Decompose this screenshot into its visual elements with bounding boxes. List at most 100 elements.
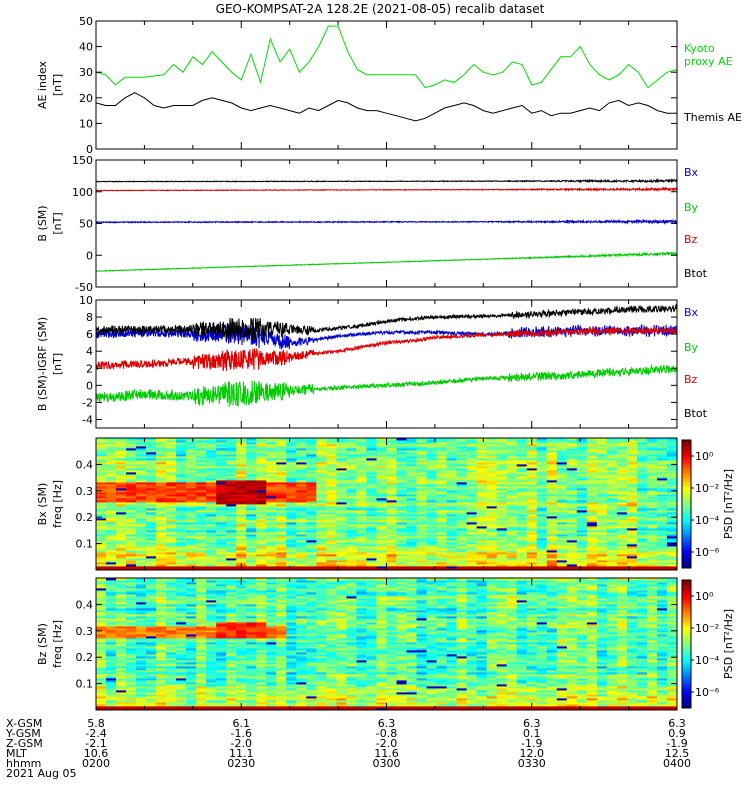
spectrogram-cell [236,476,247,479]
spectrogram-cell [126,706,137,709]
spectrogram-cell [606,476,618,479]
spectrogram-cell [176,658,187,661]
spectrogram-cell [476,492,488,495]
spectrogram-cell [396,534,407,537]
spectrogram-cell [156,562,167,565]
spectrogram-cell [176,512,187,515]
spectrogram-cell [396,504,407,507]
spectrogram-cell [106,544,117,547]
spectrogram-cell [186,604,197,607]
spectrogram-cell [426,534,437,537]
spectrogram-cell [96,668,107,671]
spectrogram-cell [96,486,107,489]
spectrogram-cell [156,546,167,549]
spectrogram-cell [486,546,498,549]
spectrogram-cell [256,506,267,509]
spectrogram-cell [546,532,558,535]
spectrogram-cell [336,550,347,553]
spectrogram-cell [166,486,177,489]
spectrogram-cell [606,538,618,541]
spectrogram-cell [196,602,207,605]
spectrogram-cell [366,516,377,519]
spectrogram-cell [326,448,337,451]
spectrogram-cell [126,638,137,641]
spectrogram-cell [136,568,147,571]
spectrogram-cell [516,494,528,497]
spectrogram-cell [556,542,568,545]
spectrogram-cell [176,470,187,473]
spectrogram-cell [646,562,658,565]
spectrogram-cell [396,452,407,455]
spectrogram-cell [196,444,207,447]
spectrogram-cell [446,440,458,443]
spectrogram-cell [596,498,608,501]
spectrogram-cell [656,554,668,557]
spectrogram-cell [306,500,317,503]
spectrogram-cell [166,654,177,657]
spectrogram-cell [466,530,478,533]
spectrogram-cell [196,610,207,613]
spectrogram-cell [386,500,397,503]
spectrogram-cell [106,596,117,599]
spectrogram-cell [536,518,548,521]
spectrogram-cell [506,500,518,503]
spectrogram-cell [626,510,638,513]
spectrogram-cell [216,650,227,653]
spectrogram-cell [456,444,468,447]
spectrogram-cell [256,518,267,521]
spectrogram-cell [416,516,427,519]
spectrogram-cell [416,566,427,569]
spectrogram-cell [436,498,448,501]
spectrogram-cell [236,544,247,547]
spectrogram-cell [196,562,207,565]
spectrogram-cell [556,552,568,555]
spectrogram-cell [496,468,508,471]
spectrogram-cell [176,622,187,625]
spectrogram-cell [346,458,357,461]
spectrogram-cell [536,482,548,485]
spectrogram-cell [96,588,107,591]
spectrogram-cell [196,558,207,561]
spectrogram-cell [426,456,437,459]
spectrogram-cell [146,500,157,503]
spectrogram-cell [106,482,117,485]
spectrogram-cell [326,538,337,541]
spectrogram-cell [346,498,357,501]
spectrogram-cell [156,626,167,629]
spectrogram-cell [166,606,177,609]
spectrogram-cell [306,438,317,441]
spectrogram-cell [506,530,518,533]
spectrogram-cell [196,564,207,567]
spectrogram-cell [616,554,628,557]
spectrogram-cell [106,512,117,515]
spectrogram-cell [666,492,678,495]
spectrogram-cell [386,492,397,495]
spectrogram-cell [96,606,107,609]
spectrogram-cell [266,502,277,505]
spectrogram-cell [366,566,377,569]
spectrogram-cell [536,566,548,569]
spectrogram-cell [156,470,167,473]
spectrogram-cell [346,558,357,561]
spectrogram-cell [186,508,197,511]
spectrogram-cell [346,520,357,523]
spectrogram-cell [226,510,237,513]
spectrogram-cell [636,518,648,521]
spectrogram-cell [256,496,267,499]
spectrogram-cell [206,658,217,661]
spectrogram-cell [156,618,167,621]
spectrogram-cell [136,446,147,449]
spectrogram-cell [126,596,137,599]
spectrogram-cell [216,514,227,517]
colorbar-label: PSD [nT²/Hz] [722,469,735,539]
spectrogram-cell [206,558,217,561]
spectrogram-cell [186,534,197,537]
spectrogram-cell [266,438,277,441]
spectrogram-cell [186,504,197,507]
spectrogram-cell [166,562,177,565]
spectrogram-cell [176,476,187,479]
spectrogram-cell [496,494,508,497]
spectrogram-cell [146,660,157,663]
spectrogram-cell [136,538,147,541]
